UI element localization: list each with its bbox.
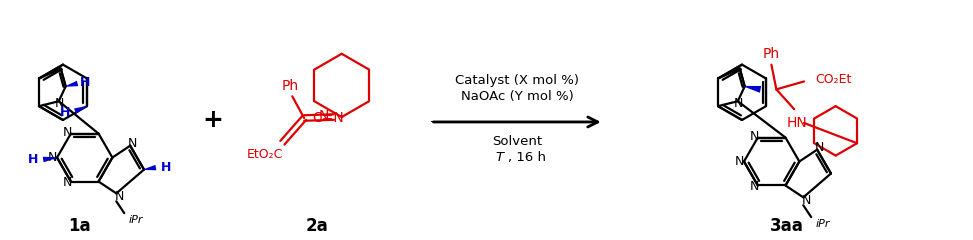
Text: 3aa: 3aa (770, 217, 804, 235)
Text: C=N: C=N (312, 111, 343, 125)
Text: N: N (63, 126, 73, 139)
Text: N: N (750, 180, 760, 193)
Text: N: N (750, 130, 760, 143)
Text: 1a: 1a (68, 217, 91, 235)
Polygon shape (144, 165, 157, 170)
Text: H: H (60, 106, 70, 119)
Text: H: H (28, 153, 39, 166)
Text: iPr: iPr (128, 215, 143, 225)
Text: Ph: Ph (282, 79, 299, 93)
Text: H: H (161, 161, 171, 174)
Text: CO₂Et: CO₂Et (815, 73, 852, 86)
Text: N: N (814, 141, 824, 154)
Polygon shape (43, 157, 57, 162)
Text: EtO₂C: EtO₂C (246, 148, 283, 161)
Text: , 16 h: , 16 h (508, 151, 546, 164)
Text: N: N (802, 194, 811, 207)
Text: HN: HN (787, 116, 808, 130)
Text: N: N (735, 155, 743, 168)
Polygon shape (74, 106, 87, 114)
Polygon shape (744, 86, 761, 93)
Text: iPr: iPr (815, 219, 830, 229)
Text: N: N (115, 190, 124, 203)
Text: N: N (48, 151, 56, 164)
Text: N: N (63, 176, 73, 189)
Text: N: N (55, 97, 64, 110)
Text: +: + (202, 108, 224, 132)
Text: N: N (734, 97, 743, 110)
Text: Catalyst (X mol %): Catalyst (X mol %) (455, 74, 579, 87)
Text: T: T (495, 151, 503, 164)
Text: H: H (80, 76, 90, 89)
Text: Ph: Ph (763, 47, 780, 61)
Polygon shape (65, 81, 78, 87)
Text: 2a: 2a (306, 217, 328, 235)
Text: NaOAc (Y mol %): NaOAc (Y mol %) (461, 90, 573, 103)
Text: N: N (127, 137, 137, 150)
Text: Solvent: Solvent (492, 135, 542, 148)
Text: N: N (319, 109, 329, 123)
